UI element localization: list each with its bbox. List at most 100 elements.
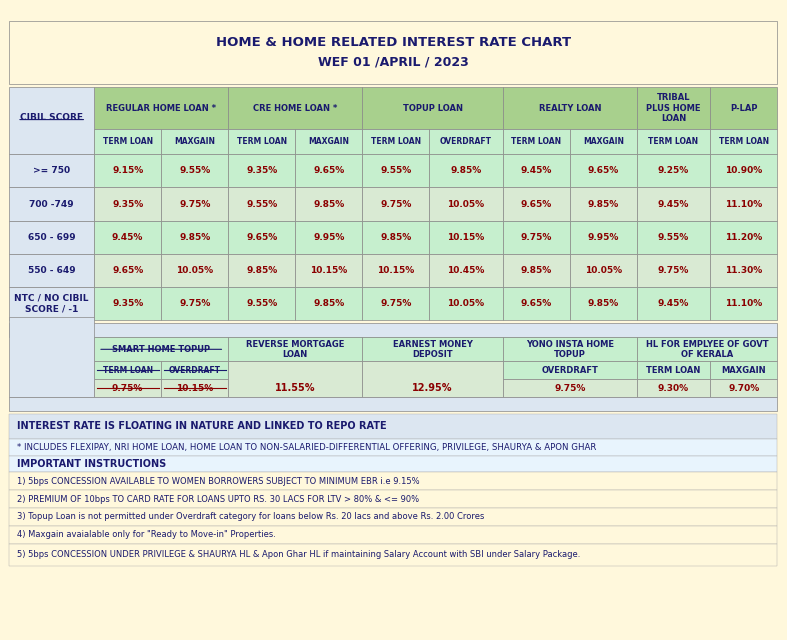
Text: 9.85%: 9.85%	[246, 266, 277, 275]
Text: CIBIL SCORE: CIBIL SCORE	[20, 113, 83, 122]
Text: 9.55%: 9.55%	[246, 299, 277, 308]
Bar	[94, 287, 161, 320]
Bar	[9, 323, 778, 337]
Text: OVERDRAFT: OVERDRAFT	[168, 366, 220, 375]
Text: SMART HOME TOPUP: SMART HOME TOPUP	[112, 345, 210, 354]
Bar	[637, 188, 710, 221]
Bar	[570, 129, 637, 154]
Bar	[9, 20, 778, 84]
Text: 10.15%: 10.15%	[377, 266, 415, 275]
Bar	[161, 129, 228, 154]
Bar	[228, 129, 295, 154]
Text: INTEREST RATE IS FLOATING IN NATURE AND LINKED TO REPO RATE: INTEREST RATE IS FLOATING IN NATURE AND …	[17, 421, 386, 431]
Text: HOME & HOME RELATED INTEREST RATE CHART: HOME & HOME RELATED INTEREST RATE CHART	[216, 36, 571, 49]
Text: 9.65%: 9.65%	[246, 233, 277, 242]
Bar	[710, 253, 778, 287]
Bar	[228, 253, 295, 287]
Text: TERM LOAN: TERM LOAN	[102, 137, 153, 146]
Text: 2) PREMIUM OF 10bps TO CARD RATE FOR LOANS UPTO RS. 30 LACS FOR LTV > 80% & <= 9: 2) PREMIUM OF 10bps TO CARD RATE FOR LOA…	[17, 495, 419, 504]
Bar	[161, 221, 228, 253]
Text: TERM LOAN: TERM LOAN	[646, 366, 700, 375]
Bar	[161, 188, 228, 221]
Bar	[503, 154, 570, 188]
Text: 9.70%: 9.70%	[728, 384, 759, 393]
Text: 9.45%: 9.45%	[658, 299, 689, 308]
Text: 11.55%: 11.55%	[275, 383, 316, 393]
Bar	[161, 154, 228, 188]
Bar	[362, 337, 503, 362]
Text: 9.55%: 9.55%	[246, 200, 277, 209]
Bar	[570, 154, 637, 188]
Bar	[430, 221, 503, 253]
Text: TERM LOAN: TERM LOAN	[719, 137, 769, 146]
Bar	[9, 472, 778, 490]
Text: 10.15%: 10.15%	[310, 266, 348, 275]
Text: MAXGAIN: MAXGAIN	[722, 366, 766, 375]
Bar	[503, 188, 570, 221]
Text: 10.05%: 10.05%	[176, 266, 213, 275]
Bar	[430, 253, 503, 287]
Text: REGULAR HOME LOAN *: REGULAR HOME LOAN *	[106, 104, 216, 113]
Bar	[228, 337, 362, 362]
Bar	[9, 526, 778, 543]
Text: 9.85%: 9.85%	[313, 200, 345, 209]
Text: 650 - 699: 650 - 699	[28, 233, 76, 242]
Bar	[503, 253, 570, 287]
Bar	[9, 490, 778, 508]
Text: 9.35%: 9.35%	[112, 299, 143, 308]
Text: 550 - 649: 550 - 649	[28, 266, 76, 275]
Bar	[637, 88, 710, 129]
Bar	[710, 362, 778, 380]
Text: 9.75%: 9.75%	[179, 200, 210, 209]
Bar	[228, 221, 295, 253]
Text: 10.90%: 10.90%	[725, 166, 763, 175]
Text: 9.30%: 9.30%	[658, 384, 689, 393]
Bar	[710, 287, 778, 320]
Bar	[94, 88, 228, 129]
Bar	[710, 188, 778, 221]
Text: 9.75%: 9.75%	[380, 299, 412, 308]
Text: >= 750: >= 750	[33, 166, 70, 175]
Bar	[161, 380, 228, 397]
Bar	[94, 221, 161, 253]
Bar	[430, 154, 503, 188]
Text: P-LAP: P-LAP	[730, 104, 757, 113]
Bar	[637, 129, 710, 154]
Text: 9.55%: 9.55%	[179, 166, 210, 175]
Bar	[710, 380, 778, 397]
Bar	[94, 362, 161, 380]
Text: 9.35%: 9.35%	[246, 166, 277, 175]
Bar	[9, 438, 778, 456]
Text: 1) 5bps CONCESSION AVAILABLE TO WOMEN BORROWERS SUBJECT TO MINIMUM EBR i.e 9.15%: 1) 5bps CONCESSION AVAILABLE TO WOMEN BO…	[17, 477, 419, 486]
Bar	[710, 88, 778, 129]
Bar	[9, 414, 778, 438]
Text: 9.25%: 9.25%	[658, 166, 689, 175]
Text: 3) Topup Loan is not permitted under Overdraft category for loans below Rs. 20 l: 3) Topup Loan is not permitted under Ove…	[17, 513, 485, 522]
Text: 9.15%: 9.15%	[112, 166, 143, 175]
Text: 9.45%: 9.45%	[520, 166, 552, 175]
Bar	[9, 456, 778, 472]
Text: OVERDRAFT: OVERDRAFT	[541, 366, 598, 375]
Text: HL FOR EMPLYEE OF GOVT
OF KERALA: HL FOR EMPLYEE OF GOVT OF KERALA	[645, 340, 768, 359]
Bar	[295, 253, 362, 287]
Bar	[228, 188, 295, 221]
Bar	[430, 129, 503, 154]
Text: TOPUP LOAN: TOPUP LOAN	[402, 104, 463, 113]
Bar	[94, 337, 228, 362]
Text: * INCLUDES FLEXIPAY, NRI HOME LOAN, HOME LOAN TO NON-SALARIED-DIFFERENTIAL OFFER: * INCLUDES FLEXIPAY, NRI HOME LOAN, HOME…	[17, 443, 597, 452]
Text: TRIBAL
PLUS HOME
LOAN: TRIBAL PLUS HOME LOAN	[646, 93, 700, 123]
Text: 9.35%: 9.35%	[112, 200, 143, 209]
Text: 4) Maxgain avaialable only for "Ready to Move-in" Properties.: 4) Maxgain avaialable only for "Ready to…	[17, 531, 276, 540]
Bar	[710, 221, 778, 253]
Text: 9.75%: 9.75%	[179, 299, 210, 308]
Text: 9.85%: 9.85%	[588, 200, 619, 209]
Bar	[362, 287, 430, 320]
Bar	[503, 129, 570, 154]
Text: 10.15%: 10.15%	[176, 384, 213, 393]
Bar	[570, 253, 637, 287]
Bar	[9, 88, 94, 154]
Bar	[228, 287, 295, 320]
Text: 9.95%: 9.95%	[313, 233, 345, 242]
Bar	[161, 287, 228, 320]
Text: TERM LOAN: TERM LOAN	[371, 137, 421, 146]
